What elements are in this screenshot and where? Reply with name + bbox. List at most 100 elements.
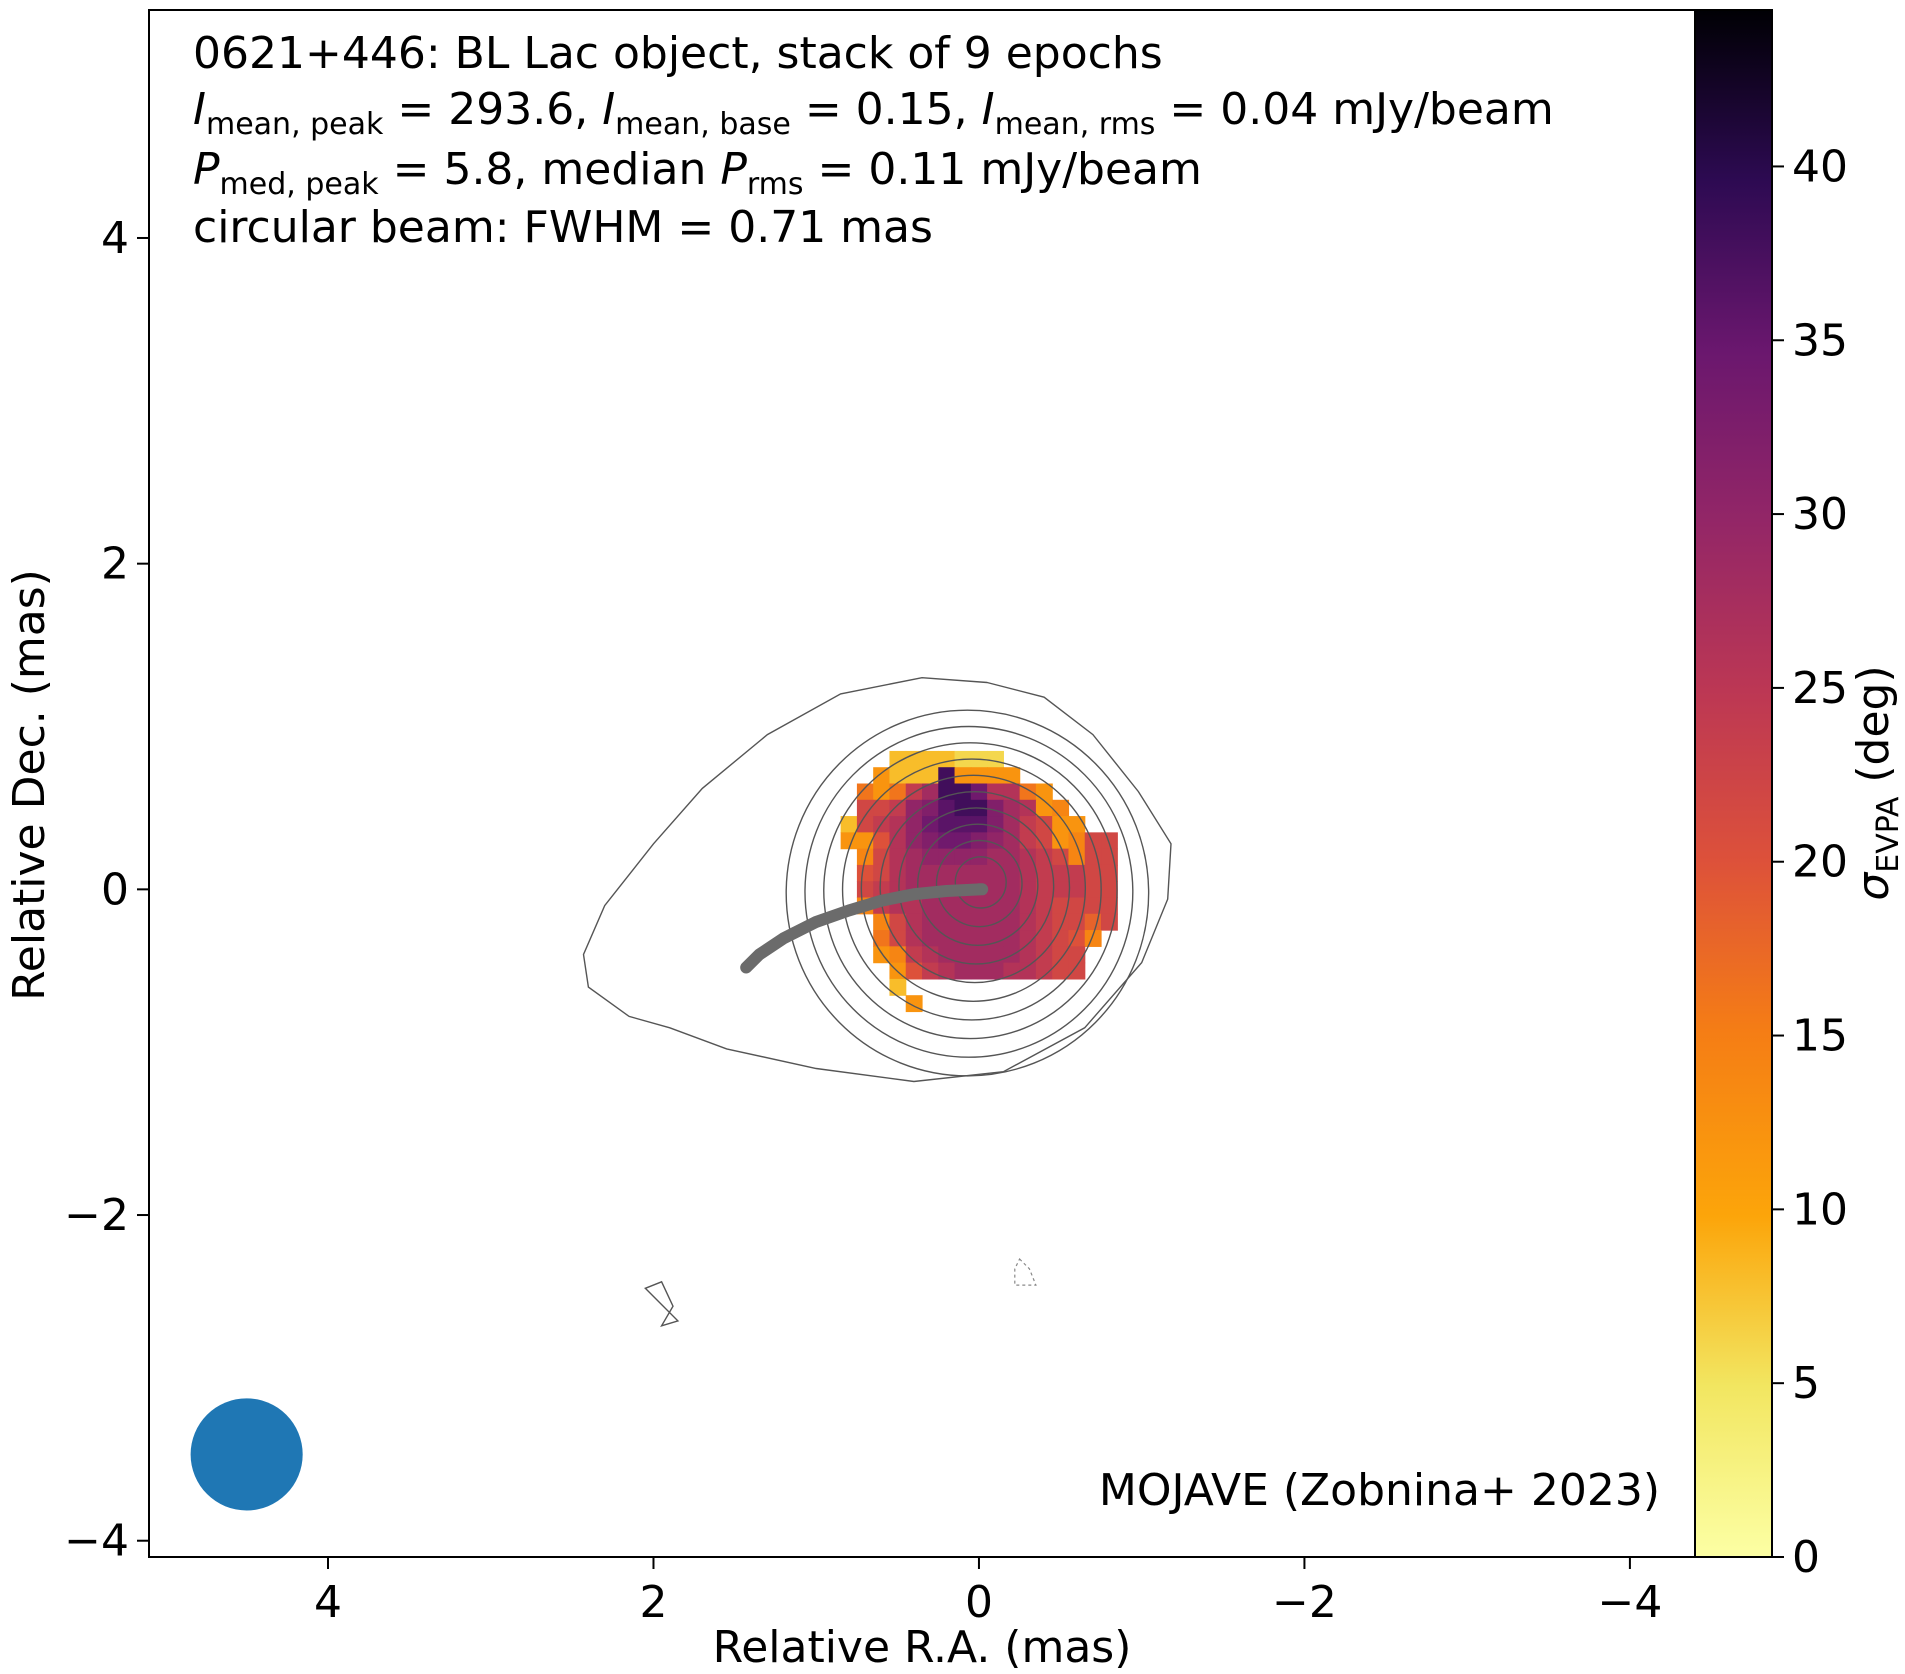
y-tick-label: 2 (101, 539, 129, 590)
evpa-pixel (856, 783, 874, 801)
evpa-pixel (905, 750, 923, 768)
evpa-pixel (905, 816, 923, 833)
i-mean-peak-label: I (193, 84, 206, 135)
x-tick-label: −4 (1597, 1577, 1662, 1628)
evpa-pixel (1019, 881, 1037, 899)
contour-outer (582, 676, 1172, 1083)
evpa-pixel (1052, 832, 1070, 850)
evpa-pixel (1003, 783, 1021, 801)
evpa-pixel (987, 864, 1004, 882)
evpa-pixel (905, 946, 923, 964)
evpa-pixel (1052, 848, 1070, 866)
evpa-pixel (970, 897, 988, 915)
evpa-pixel (1019, 848, 1037, 866)
evpa-pixel (889, 913, 907, 931)
evpa-pixel (1003, 767, 1021, 785)
i-mean-rms-label: I (982, 84, 995, 135)
contour-level (917, 823, 1039, 947)
evpa-pixel (922, 750, 939, 768)
colorbar-label-unit: (deg) (1848, 665, 1899, 796)
i-mean-rms-sub: mean, rms (995, 107, 1156, 142)
evpa-pixel (1101, 864, 1118, 882)
header-text: 0621+446: BL Lac object, stack of 9 epoc… (193, 28, 1554, 253)
contour-island-negative (1014, 1257, 1037, 1286)
i-mean-base-value: = 0.15, (791, 84, 982, 135)
colorbar-label-sub: EVPA (1871, 796, 1905, 873)
evpa-pixel (1052, 897, 1070, 915)
contour-island (644, 1280, 680, 1327)
colorbar-label: σEVPA (deg) (1848, 665, 1905, 900)
contour-level (860, 774, 1087, 1002)
jet-ridgeline (740, 883, 989, 974)
evpa-pixel (856, 864, 874, 882)
evpa-pixel (873, 783, 891, 801)
header-line-3: Pmed, peak = 5.8, median Prms = 0.11 mJy… (193, 144, 1202, 202)
evpa-pixel (954, 946, 972, 964)
evpa-pixel (1101, 881, 1118, 899)
y-tick-label: −2 (64, 1190, 129, 1241)
credit-text: MOJAVE (Zobnina+ 2023) (1099, 1465, 1660, 1516)
i-mean-peak-sub: mean, peak (206, 107, 384, 142)
evpa-pixel (1084, 832, 1102, 850)
evpa-pixel (1035, 897, 1053, 915)
evpa-pixel (970, 913, 988, 931)
evpa-pixel (1003, 897, 1021, 915)
colorbar-tick-label: 0 (1792, 1532, 1820, 1583)
evpa-pixel (922, 864, 939, 882)
evpa-pixel (970, 864, 988, 882)
evpa-pixel (987, 946, 1004, 964)
evpa-pixel (987, 913, 1004, 931)
evpa-pixel (1003, 864, 1021, 882)
evpa-pixel (1068, 848, 1086, 866)
evpa-pixel (889, 816, 907, 833)
evpa-pixel (1003, 962, 1021, 980)
p-rms-sub: rms (747, 167, 804, 202)
evpa-pixel (954, 816, 972, 833)
evpa-pixel (922, 783, 939, 801)
evpa-uncertainty-pixels (840, 750, 1118, 1013)
evpa-pixel (1052, 816, 1070, 833)
evpa-pixel (922, 946, 939, 964)
evpa-pixel (905, 962, 923, 980)
evpa-pixel (873, 799, 891, 817)
i-mean-rms-value: = 0.04 mJy/beam (1155, 84, 1553, 135)
evpa-pixel (1019, 816, 1037, 833)
evpa-pixel (938, 897, 956, 915)
evpa-pixel (938, 783, 956, 801)
x-tick-label: 4 (314, 1577, 342, 1628)
evpa-pixel (840, 816, 858, 833)
evpa-pixel (1068, 864, 1086, 882)
evpa-pixel (970, 962, 988, 980)
evpa-pixel (1052, 864, 1070, 882)
colorbar-tick-label: 25 (1792, 663, 1848, 714)
evpa-pixel (954, 897, 972, 915)
evpa-pixel (954, 848, 972, 866)
evpa-pixel (1003, 832, 1021, 850)
colorbar-tick-label: 20 (1792, 837, 1848, 888)
evpa-pixel (938, 832, 956, 850)
evpa-pixel (1035, 783, 1053, 801)
y-axis: 4 2 0 −2 −4 (64, 213, 149, 1567)
evpa-pixel (873, 767, 891, 785)
x-tick-label: 2 (639, 1577, 667, 1628)
evpa-pixel (1101, 897, 1118, 915)
evpa-pixel (987, 848, 1004, 866)
evpa-pixel (889, 946, 907, 964)
evpa-pixel (1052, 881, 1070, 899)
evpa-pixel (1035, 946, 1053, 964)
evpa-pixel (1035, 930, 1053, 947)
evpa-pixel (987, 881, 1004, 899)
i-mean-peak-value: = 293.6, (383, 84, 602, 135)
colorbar-label-symbol: σ (1848, 872, 1899, 901)
contour-level (898, 807, 1055, 965)
evpa-pixel (1003, 799, 1021, 817)
header-line-1: 0621+446: BL Lac object, stack of 9 epoc… (193, 28, 1163, 79)
evpa-pixel (1052, 799, 1070, 817)
colorbar-tick-label: 10 (1792, 1184, 1848, 1235)
p-med-peak-sub: med, peak (220, 167, 380, 202)
y-tick-label: −4 (64, 1516, 129, 1567)
p-med-peak-label: P (193, 144, 220, 195)
evpa-pixel (954, 913, 972, 931)
beam-ellipse (190, 1398, 303, 1511)
